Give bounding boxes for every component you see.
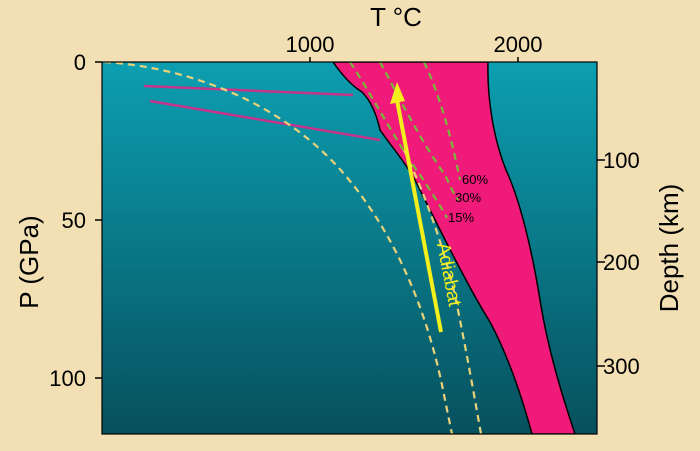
melt-label-15: 15% xyxy=(448,210,474,225)
right-axis: 100 200 300 Depth (km) xyxy=(597,148,684,379)
top-axis: 1000 2000 T °C xyxy=(286,2,543,62)
dashed-curve-left xyxy=(103,62,454,434)
right-tick-200: 200 xyxy=(603,250,640,275)
melt-contour-30 xyxy=(379,62,459,201)
top-axis-label: T °C xyxy=(370,2,422,32)
left-axis: 0 50 100 P (GPa) xyxy=(14,50,102,391)
right-tick-300: 300 xyxy=(603,354,640,379)
melt-contour-15 xyxy=(349,62,448,219)
melt-label-30: 30% xyxy=(455,190,481,205)
left-axis-label: P (GPa) xyxy=(14,215,44,308)
top-tick-2000: 2000 xyxy=(494,32,543,57)
dashed-curve-right xyxy=(403,149,483,434)
left-tick-0: 0 xyxy=(74,50,86,75)
right-axis-label: Depth (km) xyxy=(654,184,684,313)
right-tick-100: 100 xyxy=(603,148,640,173)
adiabat-arrow-head xyxy=(390,82,405,104)
left-tick-100: 100 xyxy=(49,366,86,391)
melt-contour-60 xyxy=(423,62,462,181)
phase-line-upper xyxy=(143,84,354,97)
phase-line-lower xyxy=(149,99,381,142)
adiabat-arrow-shaft xyxy=(395,99,443,333)
left-tick-50: 50 xyxy=(62,208,86,233)
top-tick-1000: 1000 xyxy=(286,32,335,57)
melt-label-60: 60% xyxy=(462,172,488,187)
melt-region xyxy=(332,62,576,434)
plot-frame xyxy=(101,61,598,435)
